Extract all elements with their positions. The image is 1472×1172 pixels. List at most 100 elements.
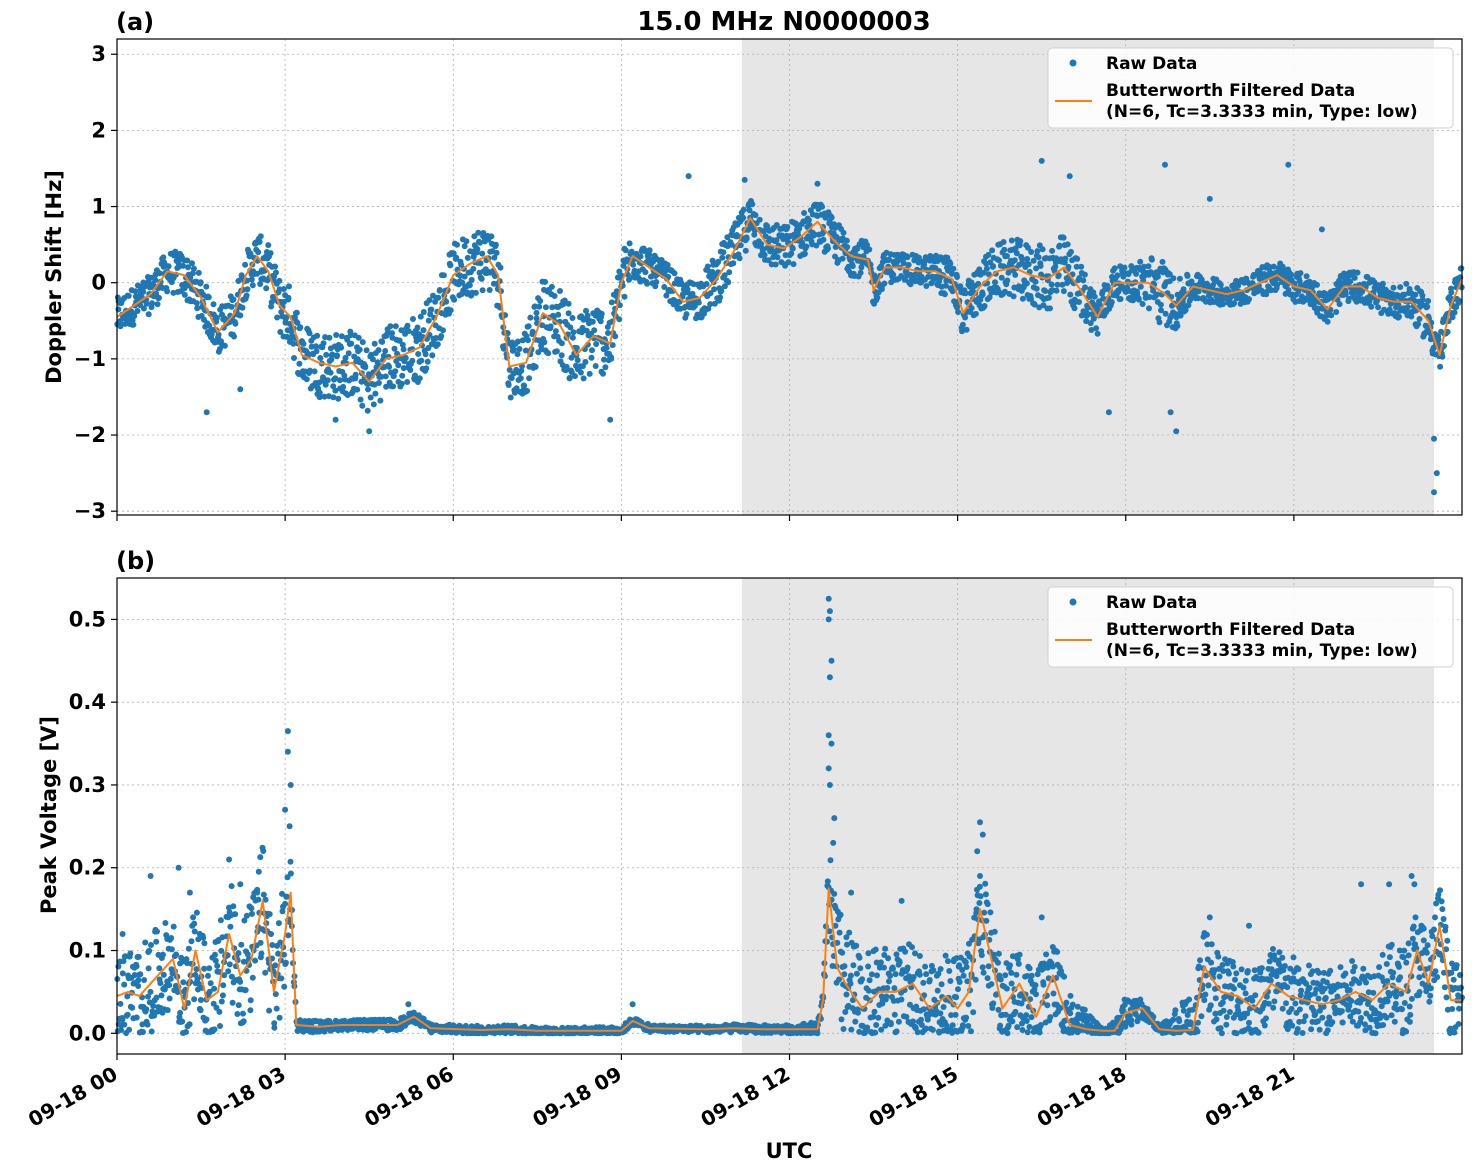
- raw-data-point: [402, 354, 409, 361]
- raw-data-point: [248, 276, 255, 283]
- raw-data-point: [1066, 173, 1073, 180]
- raw-data-point: [1201, 997, 1208, 1004]
- raw-data-point: [848, 1026, 855, 1033]
- raw-data-point: [839, 949, 846, 956]
- raw-data-point: [741, 176, 748, 183]
- raw-data-point: [248, 905, 255, 912]
- raw-data-point: [320, 340, 327, 347]
- raw-data-point: [237, 978, 244, 985]
- raw-data-point: [588, 354, 595, 361]
- raw-data-point: [671, 270, 678, 277]
- raw-data-point: [752, 212, 759, 219]
- raw-data-point: [1303, 273, 1310, 280]
- raw-data-point: [1294, 1026, 1301, 1032]
- raw-data-point: [1186, 996, 1193, 1003]
- raw-data-point: [277, 329, 284, 335]
- raw-data-point: [217, 917, 224, 924]
- raw-data-point: [1395, 302, 1402, 309]
- raw-data-point: [553, 348, 560, 355]
- raw-data-point: [904, 964, 911, 971]
- raw-data-point: [790, 261, 797, 268]
- raw-data-point: [959, 321, 966, 328]
- raw-data-point: [237, 312, 244, 319]
- raw-data-point: [464, 254, 471, 261]
- raw-data-point: [477, 239, 483, 246]
- raw-data-point: [1117, 296, 1124, 302]
- raw-data-point: [1067, 1010, 1074, 1017]
- raw-data-point: [774, 254, 781, 261]
- raw-data-point: [280, 286, 287, 292]
- raw-data-point: [582, 359, 589, 365]
- raw-data-point: [423, 365, 430, 372]
- raw-data-point: [232, 320, 239, 327]
- raw-data-point: [422, 351, 429, 358]
- raw-data-point: [846, 929, 853, 936]
- raw-data-point: [398, 327, 405, 334]
- raw-data-point: [273, 269, 279, 276]
- raw-data-point: [695, 299, 702, 306]
- raw-data-point: [653, 279, 660, 285]
- raw-data-point: [1159, 258, 1166, 265]
- raw-data-point: [281, 983, 288, 990]
- raw-data-point: [1016, 951, 1023, 958]
- raw-data-point: [451, 296, 458, 303]
- raw-data-point: [1060, 234, 1067, 241]
- raw-data-point: [1028, 249, 1035, 255]
- raw-data-point: [1249, 997, 1256, 1004]
- raw-data-point: [920, 1006, 927, 1013]
- raw-data-point: [1133, 270, 1140, 277]
- raw-data-point: [853, 970, 860, 977]
- raw-data-point: [1276, 949, 1283, 956]
- raw-data-point: [725, 279, 732, 286]
- raw-data-point: [608, 355, 615, 362]
- raw-data-point: [190, 265, 197, 272]
- raw-data-point: [240, 1018, 247, 1025]
- raw-data-point: [314, 332, 321, 339]
- raw-data-point: [886, 978, 892, 985]
- raw-data-point: [1024, 1029, 1031, 1036]
- raw-data-point: [591, 327, 598, 334]
- raw-data-point: [891, 1011, 898, 1018]
- raw-data-point: [1015, 960, 1022, 967]
- raw-data-point: [1049, 247, 1056, 254]
- raw-data-point: [1212, 995, 1219, 1002]
- raw-data-point: [548, 283, 555, 290]
- raw-data-point: [416, 375, 423, 382]
- raw-data-point: [1258, 965, 1265, 972]
- raw-data-point: [887, 972, 894, 979]
- raw-data-point: [803, 243, 810, 250]
- raw-data-point: [814, 1030, 821, 1037]
- raw-data-point: [518, 367, 525, 374]
- raw-data-point: [433, 335, 440, 341]
- raw-data-point: [332, 416, 339, 423]
- raw-data-point: [1285, 161, 1292, 168]
- raw-data-point: [1061, 973, 1068, 980]
- raw-data-point: [115, 306, 122, 313]
- raw-data-point: [225, 968, 232, 975]
- raw-data-point: [475, 229, 482, 236]
- raw-data-point: [338, 333, 345, 340]
- raw-data-point: [1306, 984, 1313, 991]
- raw-data-point: [330, 394, 337, 401]
- raw-data-point: [557, 288, 563, 294]
- raw-data-point: [447, 262, 454, 269]
- raw-data-point: [1242, 977, 1249, 984]
- raw-data-point: [570, 329, 577, 336]
- raw-data-point: [1091, 293, 1098, 300]
- raw-data-point: [1009, 1018, 1016, 1025]
- raw-data-point: [126, 1026, 133, 1033]
- raw-data-point: [354, 386, 361, 393]
- raw-data-point: [267, 250, 274, 257]
- raw-data-point: [415, 351, 422, 357]
- raw-data-point: [537, 298, 544, 304]
- raw-data-point: [893, 951, 900, 958]
- raw-data-point: [905, 261, 912, 268]
- raw-data-point: [1170, 1016, 1177, 1023]
- raw-data-point: [201, 940, 208, 947]
- raw-data-point: [1219, 301, 1226, 308]
- raw-data-point: [173, 951, 180, 958]
- raw-data-point: [970, 1009, 977, 1016]
- raw-data-point: [291, 355, 297, 361]
- raw-data-point: [1306, 962, 1312, 969]
- raw-data-point: [258, 950, 265, 957]
